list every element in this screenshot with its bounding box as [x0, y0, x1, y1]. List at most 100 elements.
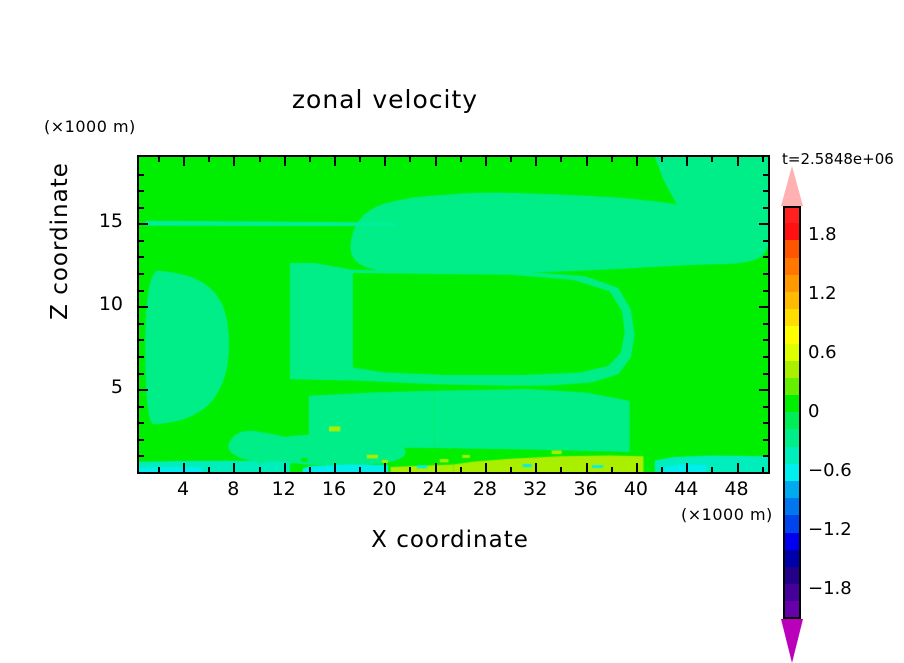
- colorbar-tick-label: 0: [808, 401, 820, 423]
- colorbar-band: [783, 566, 801, 585]
- tick-mark: [139, 256, 144, 258]
- colorbar-tick-label: 1.8: [808, 224, 837, 246]
- colorbar-cap-bottom-icon: [781, 618, 803, 663]
- tick-mark: [711, 157, 713, 162]
- tick-mark: [139, 207, 144, 209]
- tick-mark: [560, 157, 562, 162]
- contour-field: [139, 157, 768, 472]
- tick-mark: [763, 406, 768, 408]
- tick-mark: [560, 467, 562, 472]
- tick-mark: [763, 339, 768, 341]
- tick-mark: [510, 467, 512, 472]
- colorbar-band: [783, 429, 801, 447]
- tick-mark: [759, 389, 768, 391]
- x-axis-unit-label: (×1000 m): [681, 505, 773, 524]
- tick-mark: [139, 323, 144, 325]
- tick-mark: [284, 463, 286, 472]
- tick-mark: [409, 467, 411, 472]
- time-annotation: t=2.5848e+06: [782, 150, 894, 168]
- x-tick-label: 40: [623, 478, 648, 500]
- tick-mark: [535, 157, 537, 166]
- colorbar-band: [783, 291, 801, 310]
- tick-mark: [510, 157, 512, 162]
- tick-mark: [139, 306, 148, 308]
- colorbar-band: [783, 395, 801, 413]
- x-tick-label: 12: [271, 478, 296, 500]
- tick-mark: [661, 467, 663, 472]
- tick-mark: [763, 240, 768, 242]
- x-tick-label: 44: [674, 478, 699, 500]
- colorbar-band: [783, 446, 801, 464]
- tick-mark: [686, 157, 688, 166]
- colorbar-cap-top-icon: [781, 166, 803, 206]
- x-tick-label: 20: [372, 478, 397, 500]
- tick-mark: [139, 240, 144, 242]
- x-tick-label: 32: [523, 478, 548, 500]
- tick-mark: [762, 467, 764, 472]
- tick-mark: [139, 389, 148, 391]
- x-tick-label: 8: [227, 478, 240, 500]
- colorbar-band: [783, 412, 801, 430]
- page-title: zonal velocity: [291, 85, 479, 114]
- colorbar-band: [783, 206, 801, 224]
- tick-mark: [763, 207, 768, 209]
- colorbar-band: [783, 309, 801, 327]
- tick-mark: [737, 157, 739, 166]
- tick-mark: [686, 463, 688, 472]
- tick-mark: [334, 157, 336, 166]
- x-tick-label: 16: [321, 478, 347, 500]
- tick-mark: [158, 157, 160, 162]
- colorbar-band: [783, 515, 801, 533]
- tick-mark: [139, 273, 144, 275]
- tick-mark: [763, 190, 768, 192]
- tick-mark: [759, 306, 768, 308]
- colorbar: [783, 206, 801, 619]
- x-tick-label: 48: [724, 478, 749, 500]
- tick-mark: [661, 157, 663, 162]
- colorbar-band: [783, 274, 801, 292]
- tick-mark: [359, 157, 361, 162]
- colorbar-tick-label: −0.6: [808, 460, 852, 482]
- colorbar-band: [783, 377, 801, 396]
- colorbar-band: [783, 584, 801, 602]
- y-tick-label: 15: [98, 210, 123, 233]
- tick-mark: [309, 157, 311, 162]
- tick-mark: [636, 157, 638, 166]
- y-tick-label: 10: [98, 293, 123, 316]
- tick-mark: [763, 356, 768, 358]
- colorbar-band: [783, 223, 801, 241]
- tick-mark: [460, 157, 462, 162]
- tick-mark: [309, 467, 311, 472]
- tick-mark: [139, 223, 148, 225]
- tick-mark: [611, 157, 613, 162]
- tick-mark: [183, 463, 185, 472]
- colorbar-band: [783, 498, 801, 516]
- tick-mark: [763, 323, 768, 325]
- x-axis-title: X coordinate: [371, 527, 529, 553]
- colorbar-band: [783, 549, 801, 567]
- x-tick-label: 36: [573, 478, 598, 500]
- tick-mark: [208, 157, 210, 162]
- tick-mark: [158, 467, 160, 472]
- tick-mark: [711, 467, 713, 472]
- colorbar-band: [783, 343, 801, 361]
- tick-mark: [384, 463, 386, 472]
- colorbar-tick-label: 0.6: [808, 342, 837, 364]
- tick-mark: [259, 157, 261, 162]
- x-tick-label: 24: [422, 478, 447, 500]
- tick-mark: [435, 157, 437, 166]
- tick-mark: [208, 467, 210, 472]
- y-axis-unit-label: (×1000 m): [44, 117, 136, 136]
- colorbar-tick-label: 1.2: [808, 283, 837, 305]
- tick-mark: [763, 455, 768, 457]
- tick-mark: [763, 174, 768, 176]
- tick-mark: [535, 463, 537, 472]
- tick-mark: [139, 190, 144, 192]
- tick-mark: [139, 356, 144, 358]
- tick-mark: [485, 463, 487, 472]
- x-tick-label: 28: [472, 478, 498, 500]
- tick-mark: [183, 157, 185, 166]
- tick-mark: [139, 455, 144, 457]
- tick-mark: [384, 157, 386, 166]
